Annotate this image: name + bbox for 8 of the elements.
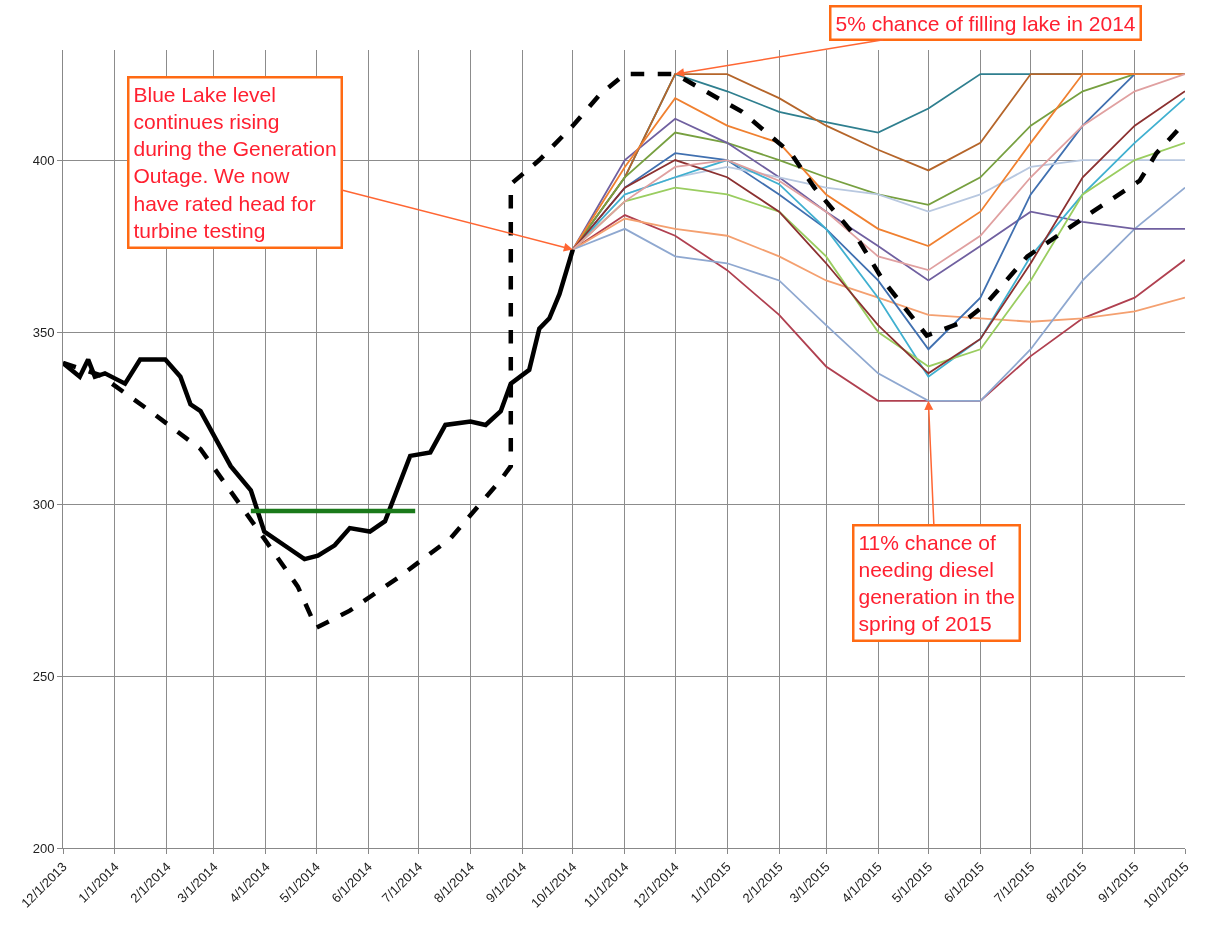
annotation: Blue Lake level continues rising during the Generation Outage. We now have rated head for turbine testing	[133, 82, 337, 242]
annotation: 5% chance of filling lake in 2014	[835, 11, 1136, 35]
y-tick-label: 300	[32, 496, 55, 512]
y-tick-label: 400	[32, 152, 55, 168]
y-tick-label: 250	[32, 668, 55, 684]
y-tick-label: 350	[32, 324, 55, 340]
y-tick-label: 200	[32, 840, 55, 856]
annotation: 11% chance of needing diesel generation in the spring of 2015	[858, 530, 1015, 636]
